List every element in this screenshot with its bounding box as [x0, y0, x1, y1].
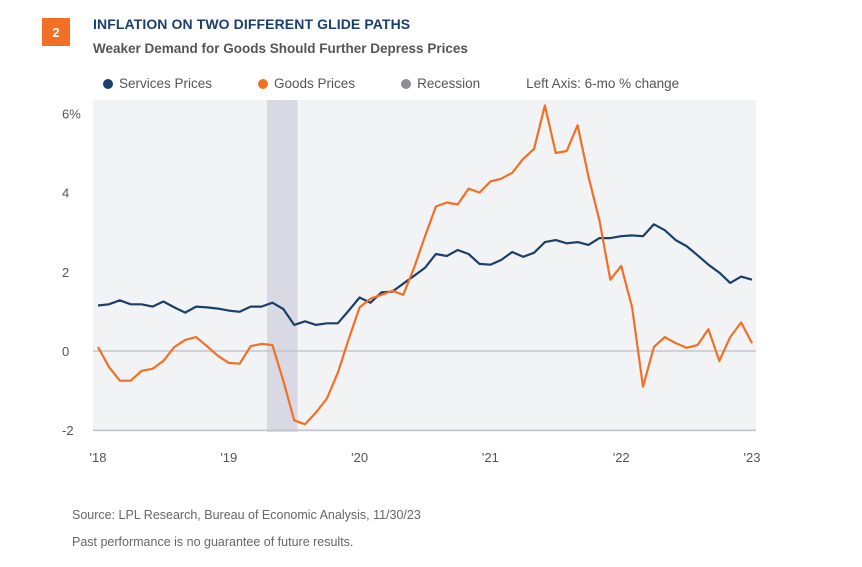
x-tick-label: '18 — [90, 450, 107, 465]
chart-legend: Services Prices Goods Prices Recession L… — [103, 76, 679, 91]
chart-subtitle: Weaker Demand for Goods Should Further D… — [93, 41, 468, 56]
axis-note: Left Axis: 6-mo % change — [526, 76, 680, 91]
legend-item-recession[interactable]: Recession — [401, 76, 480, 91]
y-tick-label: 6% — [62, 106, 81, 121]
x-tick-label: '19 — [220, 450, 237, 465]
services-dot-icon — [103, 78, 113, 89]
legend-label-services: Services Prices — [119, 76, 213, 91]
goods-dot-icon — [258, 78, 269, 89]
recession-dot-icon — [401, 78, 412, 89]
y-tick-label: 2 — [62, 265, 69, 280]
legend-item-services[interactable]: Services Prices — [103, 76, 212, 91]
recession-band — [266, 100, 298, 432]
source-note: Source: LPL Research, Bureau of Economic… — [72, 508, 421, 522]
disclaimer: Past performance is no guarantee of futu… — [72, 535, 354, 549]
legend-label-recession: Recession — [417, 76, 481, 91]
y-tick-label: -2 — [62, 423, 74, 438]
series-line-services-prices — [97, 223, 753, 326]
y-tick-label: 4 — [62, 186, 69, 201]
series-line-goods-prices — [97, 104, 753, 426]
plot-background — [93, 100, 756, 432]
legend-label-goods: Goods Prices — [274, 76, 356, 91]
x-tick-label: '22 — [613, 450, 630, 465]
chart-number-badge: 2 — [42, 18, 70, 46]
y-tick-label: 0 — [62, 344, 69, 359]
x-tick-label: '21 — [482, 450, 499, 465]
legend-item-goods[interactable]: Goods Prices — [258, 76, 355, 91]
x-tick-label: '20 — [351, 450, 368, 465]
chart-title: INFLATION ON TWO DIFFERENT GLIDE PATHS — [93, 16, 411, 32]
x-tick-label: '23 — [744, 450, 761, 465]
